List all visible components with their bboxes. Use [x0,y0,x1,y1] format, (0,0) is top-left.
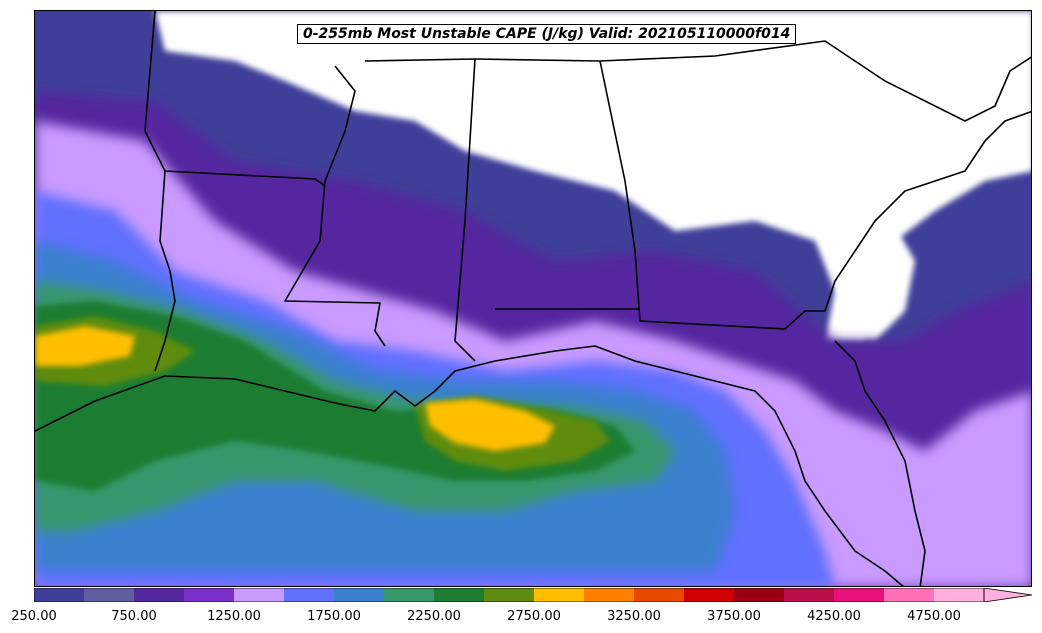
colorbar-tick-label: 1250.00 [207,609,261,624]
colorbar [34,588,1033,602]
colorbar-segment [484,588,535,602]
colorbar-tick-label: 2250.00 [407,609,461,624]
no-data-region-north [155,11,1031,341]
no-data-region-florida-gap [835,226,915,341]
colorbar-tick-label: 3250.00 [607,609,661,624]
colorbar-segment [34,588,85,602]
colorbar-tick-label: 1750.00 [307,609,361,624]
cape-band-2750-west [35,326,135,366]
colorbar-segment [234,588,285,602]
colorbar-segment [634,588,685,602]
colorbar-tick-label: 3750.00 [707,609,761,624]
colorbar-segment [734,588,785,602]
colorbar-tick-label: 4250.00 [807,609,861,624]
colorbar-segment [534,588,585,602]
colorbar-segment [84,588,135,602]
colorbar-segment [834,588,885,602]
colorbar-segment [884,588,935,602]
cape-field-map [35,11,1031,586]
colorbar-segment [434,588,485,602]
colorbar-segment [134,588,185,602]
colorbar-tick-label: 250.00 [11,609,57,624]
colorbar-extend-arrow [983,588,1033,602]
colorbar-tick-label: 4750.00 [907,609,961,624]
cape-band-2750-gulf [425,399,555,451]
colorbar-segment [384,588,435,602]
map-panel: 0-255mb Most Unstable CAPE (J/kg) Valid:… [34,10,1032,587]
colorbar-segment [184,588,235,602]
colorbar-segment [684,588,735,602]
colorbar-segment [584,588,635,602]
colorbar-segment [934,588,985,602]
colorbar-tick-label: 2750.00 [507,609,561,624]
colorbar-segment [784,588,835,602]
colorbar-segment [284,588,335,602]
colorbar-tick-label: 750.00 [111,609,157,624]
colorbar-outline [34,588,985,602]
map-title: 0-255mb Most Unstable CAPE (J/kg) Valid:… [297,24,797,44]
colorbar-segment [334,588,385,602]
boundary-lines [35,11,1031,586]
